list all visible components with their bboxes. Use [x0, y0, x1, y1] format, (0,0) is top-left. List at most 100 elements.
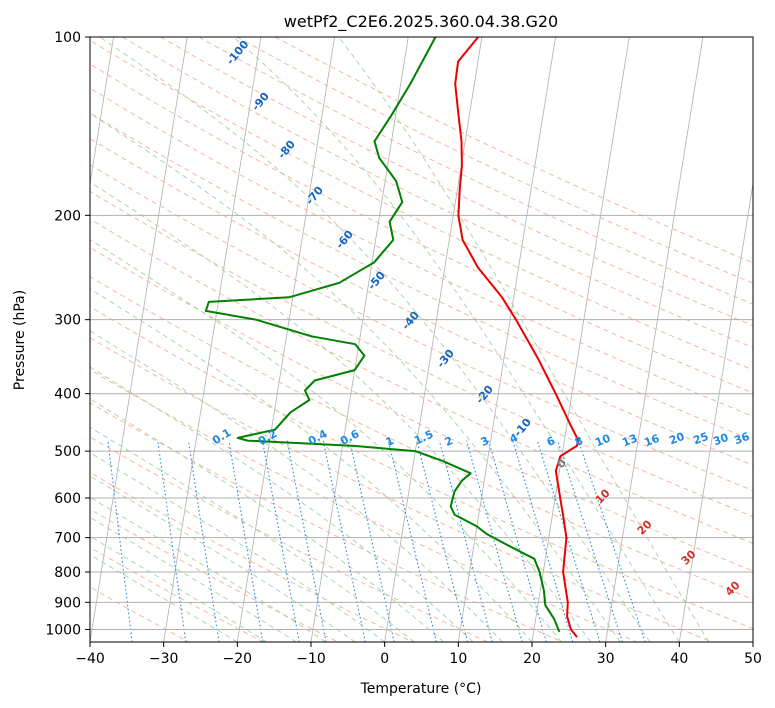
y-axis-title: Pressure (hPa) — [12, 290, 28, 390]
moist-adiabat-line — [90, 554, 238, 642]
y-tick-label: 400 — [54, 387, 81, 403]
x-axis-title: Temperature (°C) — [360, 681, 482, 697]
moist-adiabat-line — [90, 330, 503, 642]
dry-adiabat-line — [90, 39, 753, 371]
dry-adiabat-line — [90, 218, 753, 545]
x-tick-label: 20 — [523, 651, 541, 667]
dry-adiabat-label: -60 — [333, 228, 356, 252]
dry-adiabat-line — [90, 276, 753, 600]
y-tick-label: 600 — [54, 491, 81, 507]
chart-title: wetPf2_C2E6.2025.360.04.38.G20 — [284, 12, 558, 32]
mixing-ratio-line — [557, 440, 623, 642]
dry-adiabat-line — [90, 137, 753, 466]
mixing-ratio-line — [322, 440, 366, 642]
x-tick-label: 0 — [380, 651, 389, 667]
moist-adiabat-line — [90, 112, 621, 642]
mixing-ratio-label: 36 — [732, 430, 751, 448]
x-tick-label: 50 — [744, 651, 762, 667]
moist-adiabat-line — [90, 475, 356, 642]
dry-adiabat-line — [90, 87, 753, 417]
mixing-ratio-label: 1.5 — [412, 428, 435, 448]
y-axis-ticks: 100 200 300 400 500 600 700 800 900 1000 — [45, 30, 90, 638]
moist-adiabat-line — [99, 37, 651, 642]
moist-adiabat-line — [232, 37, 680, 642]
dry-adiabat-line — [90, 402, 563, 642]
moist-adiabat-label: 20 — [635, 517, 655, 537]
dry-adiabat-line — [90, 436, 488, 642]
moist-adiabat-line — [90, 239, 562, 642]
moist-adiabat-line — [90, 496, 326, 642]
moist-adiabat-label: 10 — [593, 486, 613, 506]
moist-adiabat-label: 40 — [723, 578, 743, 598]
mixing-ratio-line — [187, 440, 220, 642]
mixing-ratio-line — [466, 440, 523, 642]
dry-adiabat-line — [90, 246, 753, 572]
dry-adiabat-line — [90, 306, 753, 630]
mixing-ratio-label: 0.6 — [338, 427, 362, 448]
moist-adiabat-line — [90, 535, 268, 642]
mixing-ratio-label: 13 — [620, 432, 639, 450]
x-tick-label: −20 — [223, 651, 253, 667]
x-axis-ticks: −40 −30 −20 −10 0 10 20 30 40 50 — [75, 642, 762, 667]
isotherm-line — [236, 37, 335, 642]
moist-adiabat-line — [90, 181, 592, 642]
dewpoint-profile-line — [204, 37, 561, 633]
temperature-profile-line — [454, 37, 580, 638]
isotherm-line — [90, 37, 188, 642]
mixing-ratio-line — [438, 440, 493, 642]
mixing-ratio-line — [286, 440, 327, 642]
plot-frame — [89, 36, 754, 643]
y-tick-label: 100 — [54, 30, 81, 46]
moist-adiabat-line — [90, 366, 474, 642]
mixing-ratio-line — [228, 440, 264, 642]
dry-adiabat-label: -70 — [303, 184, 326, 208]
dry-adiabat-label: -20 — [473, 383, 496, 407]
x-tick-label: −40 — [75, 651, 105, 667]
dry-adiabat-label: -50 — [365, 269, 388, 293]
mixing-ratio-line — [157, 440, 187, 642]
isopleth-labels: 0.1 0.2 0.4 0.6 1 1.5 2 3 4 6 8 10 13 16 20 25 30 36-100-… — [210, 38, 752, 599]
isotherm-line — [605, 37, 704, 642]
isotherm-line — [531, 37, 630, 642]
mixing-ratio-label: 2 — [443, 434, 455, 449]
isotherms — [90, 37, 753, 642]
dry-adiabats — [90, 37, 753, 642]
moist-adiabats — [90, 37, 710, 642]
dry-adiabat-label: -30 — [434, 347, 457, 371]
dry-adiabat-line — [90, 337, 712, 642]
mixing-ratio-label: 20 — [667, 430, 686, 448]
y-tick-label: 200 — [54, 208, 81, 224]
y-tick-label: 800 — [54, 565, 81, 581]
dry-adiabat-line — [90, 471, 414, 642]
y-tick-label: 300 — [54, 313, 81, 329]
x-tick-label: −10 — [296, 651, 326, 667]
mixing-ratio-label: 10 — [593, 432, 612, 450]
mixing-ratio-line — [577, 440, 646, 642]
isotherm-line — [457, 37, 556, 642]
y-tick-label: 700 — [54, 531, 81, 547]
dry-adiabat-line — [90, 63, 753, 394]
moist-adiabat-line — [338, 37, 710, 642]
dry-adiabat-label: -100 — [224, 38, 252, 68]
mixing-ratio-label: 16 — [642, 432, 661, 450]
moist-adiabat-line — [90, 288, 533, 642]
mixing-ratio-label: 6 — [545, 434, 557, 449]
dry-adiabat-line — [90, 546, 264, 642]
y-tick-label: 1000 — [45, 622, 81, 638]
dry-adiabat-line — [90, 112, 753, 442]
isotherm-line — [90, 37, 114, 187]
dry-adiabat-label: -40 — [399, 309, 422, 333]
mixing-ratio-label: 0.2 — [256, 427, 279, 448]
profile-series — [204, 37, 580, 638]
isotherm-line — [678, 181, 753, 642]
moist-adiabat-line — [90, 452, 385, 642]
pressure-gridlines — [90, 37, 753, 630]
dry-adiabat-line — [90, 586, 190, 642]
dry-adiabat-label: -90 — [249, 90, 272, 114]
moist-adiabat-line — [90, 398, 444, 642]
mixing-ratio-line — [387, 440, 437, 642]
mixing-ratio-label: 30 — [711, 431, 730, 449]
dry-adiabat-line — [122, 37, 753, 349]
dry-adiabat-line — [90, 369, 638, 642]
isotherm-line — [163, 37, 262, 642]
